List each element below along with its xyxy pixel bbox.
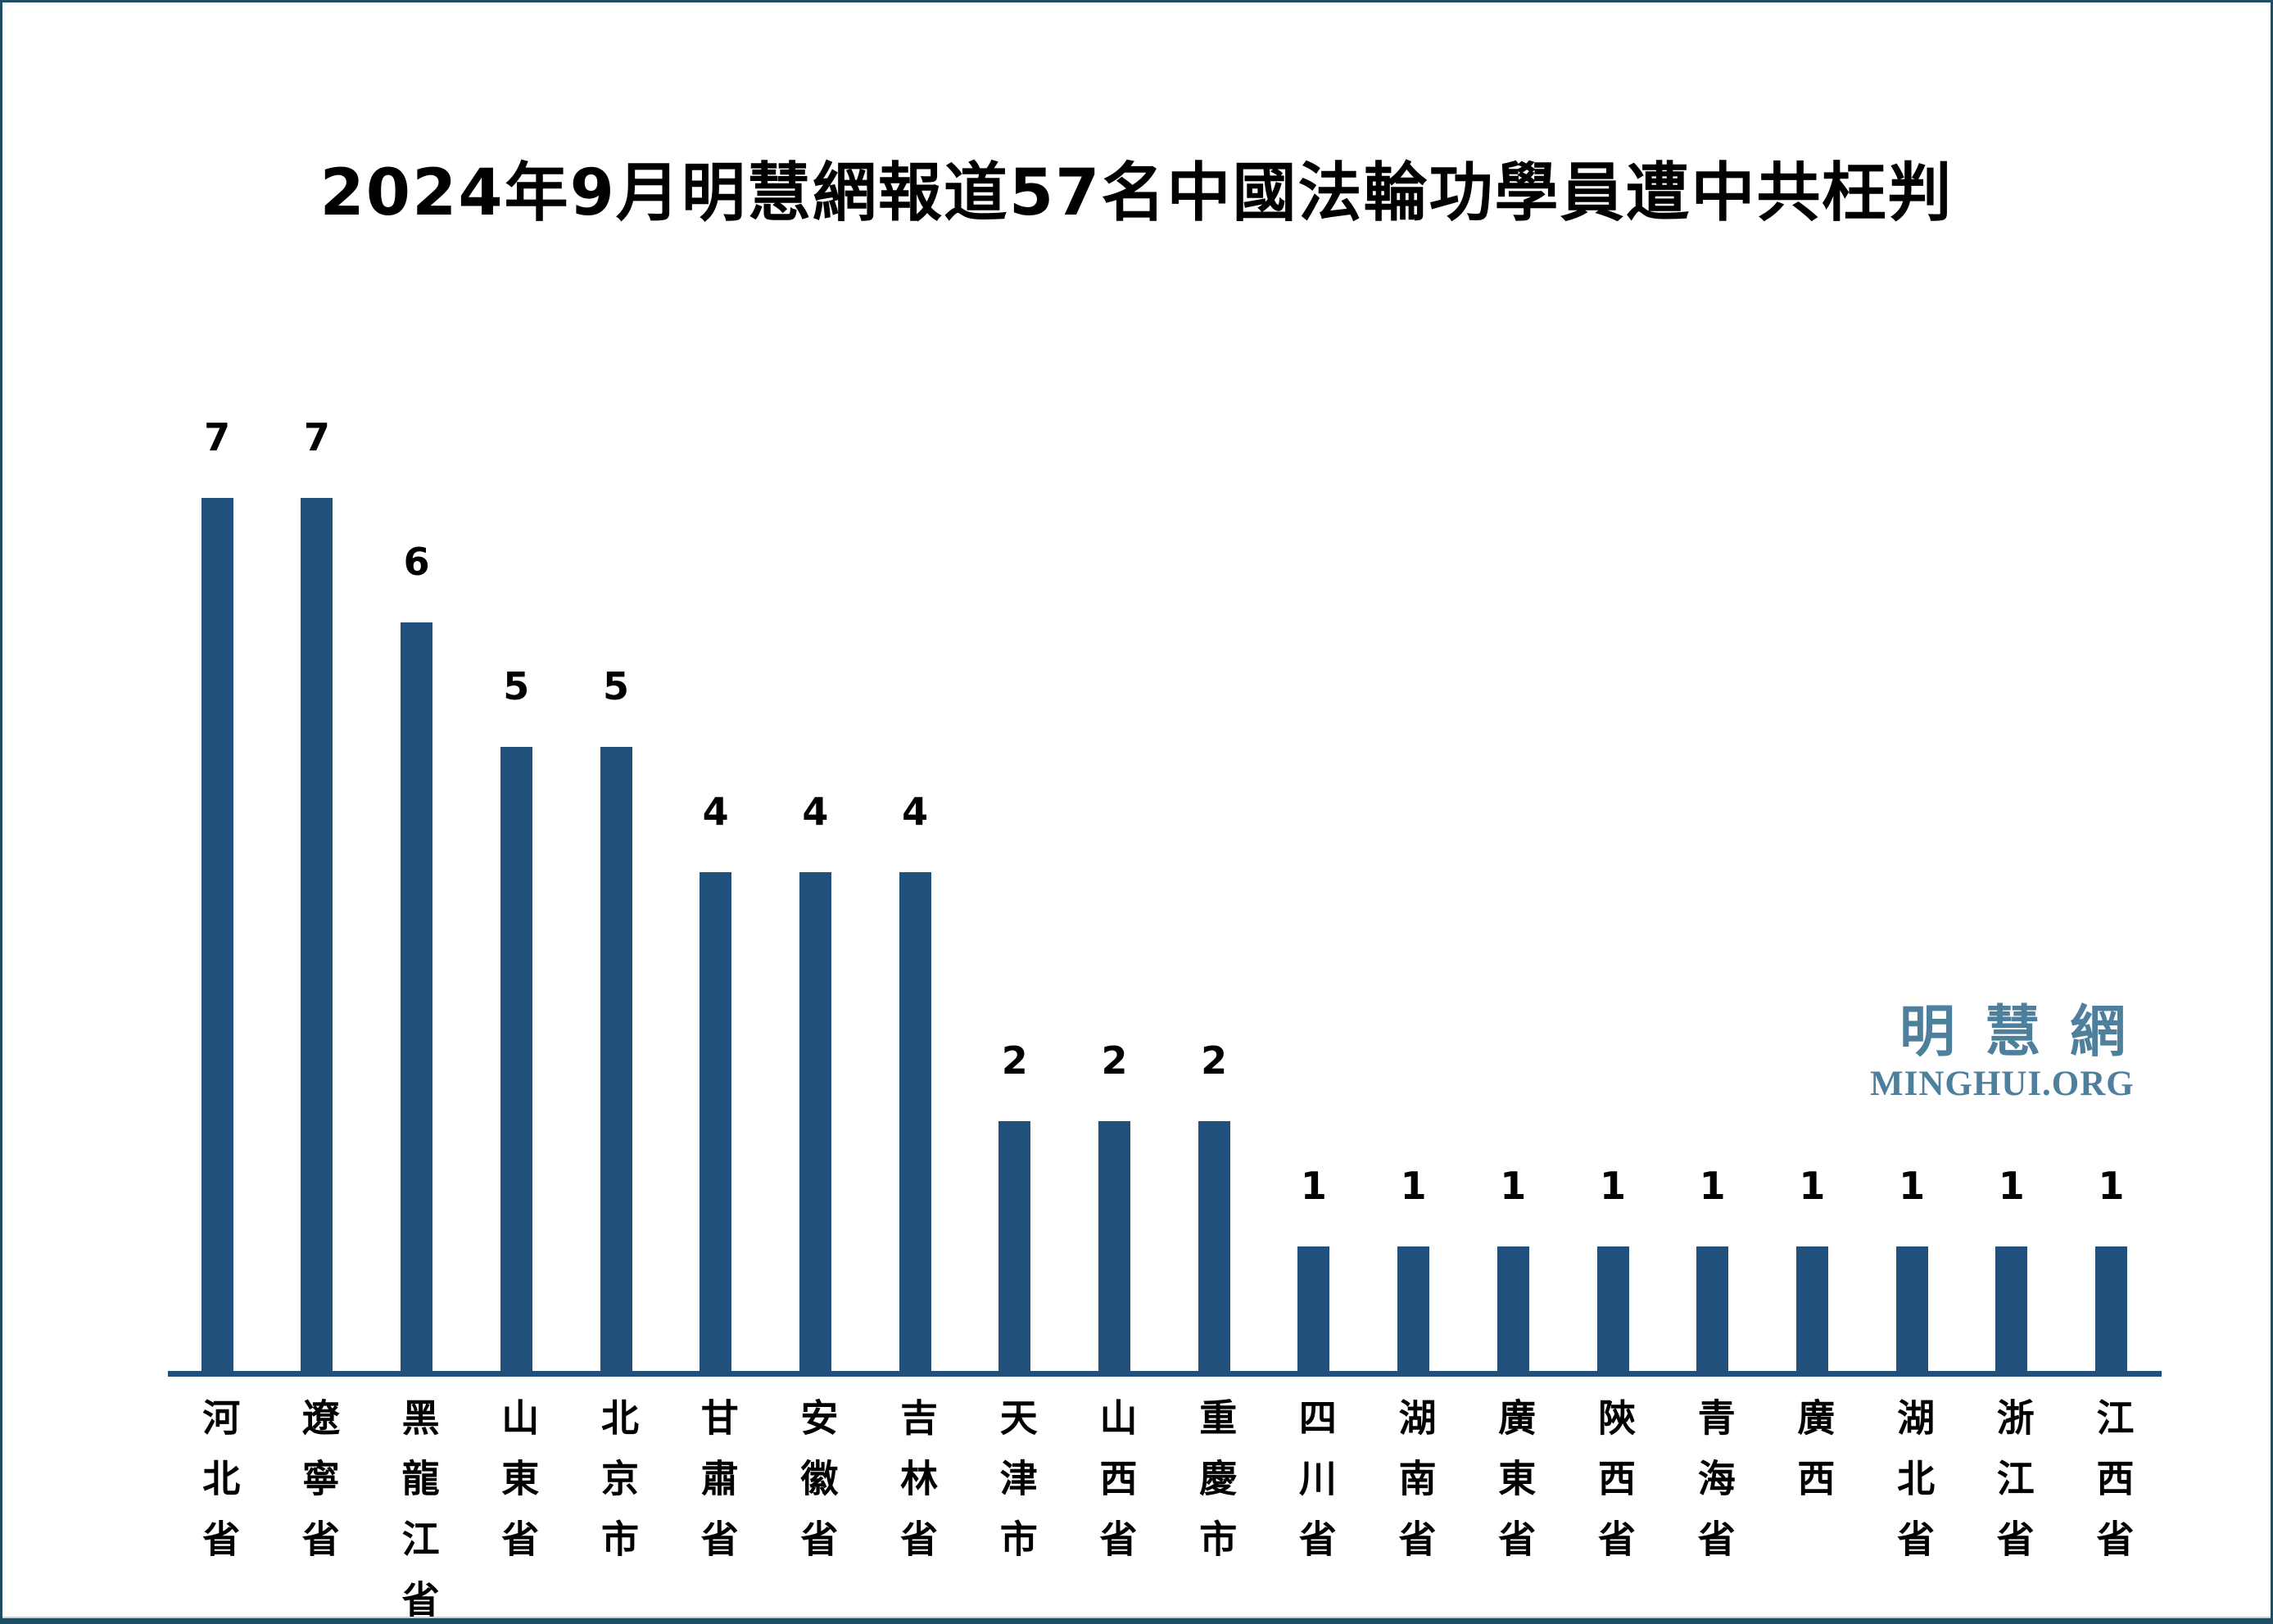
bar — [500, 747, 532, 1371]
bar — [1895, 1246, 1928, 1371]
bar — [401, 622, 433, 1371]
bar-value-label: 1 — [1300, 1164, 1327, 1208]
bar-value-label: 1 — [1799, 1164, 1826, 1208]
bar-value-label: 2 — [1101, 1038, 1128, 1083]
bar — [1297, 1246, 1330, 1371]
bar-value-label: 1 — [1699, 1164, 1726, 1208]
bar-value-label: 5 — [503, 664, 530, 708]
bar — [201, 498, 233, 1371]
bar — [1397, 1246, 1430, 1371]
bar — [2095, 1246, 2127, 1371]
bar-value-label: 2 — [1201, 1038, 1228, 1083]
bar-value-label: 4 — [902, 789, 929, 834]
x-axis-label: 重慶市 — [1193, 1398, 1238, 1580]
bar-value-label: 4 — [802, 789, 829, 834]
bar-value-label: 1 — [1400, 1164, 1427, 1208]
x-axis-label: 吉林省 — [894, 1398, 940, 1580]
minghui-logo-url: MINGHUI.ORG — [1870, 1065, 2135, 1103]
bar — [799, 872, 831, 1371]
x-axis-label: 山西省 — [1093, 1398, 1139, 1580]
bar — [700, 872, 732, 1371]
minghui-logo: 明慧網 MINGHUI.ORG — [1870, 1000, 2156, 1103]
x-axis-label: 北京市 — [595, 1398, 640, 1580]
chart-title: 2024年9月明慧網報道57名中國法輪功學員遭中共枉判 — [319, 156, 1954, 231]
x-axis-label: 青海省 — [1691, 1398, 1736, 1580]
x-axis-label: 河北省 — [197, 1398, 242, 1580]
x-axis-label: 廣東省 — [1492, 1398, 1537, 1580]
bar — [1496, 1246, 1529, 1371]
x-axis-label: 浙江省 — [1990, 1398, 2035, 1580]
x-axis-label: 黑龍江省 — [396, 1398, 441, 1624]
x-axis-label: 安徽省 — [795, 1398, 840, 1580]
bar-value-label: 2 — [1001, 1038, 1028, 1083]
x-axis-label: 廣西 — [1791, 1398, 1836, 1519]
bar — [1596, 1246, 1629, 1371]
bar-value-label: 7 — [303, 415, 330, 459]
x-axis-label: 湖北省 — [1891, 1398, 1936, 1580]
bar — [301, 498, 333, 1371]
x-axis-label: 湖南省 — [1392, 1398, 1438, 1580]
bar-value-label: 5 — [602, 664, 629, 708]
bar — [1696, 1246, 1729, 1371]
x-axis-label: 天津市 — [994, 1398, 1039, 1580]
bar — [600, 747, 632, 1371]
bar — [1198, 1121, 1230, 1371]
bar-value-label: 6 — [403, 540, 430, 584]
x-axis-label: 江西省 — [2090, 1398, 2135, 1580]
bar — [899, 872, 931, 1371]
x-axis-label: 遼寧省 — [296, 1398, 341, 1580]
minghui-logo-chinese: 明慧網 — [1899, 1000, 2156, 1065]
bar-value-label: 1 — [1998, 1164, 2025, 1208]
bar-value-label: 4 — [702, 789, 729, 834]
bar — [1795, 1246, 1828, 1371]
bar — [998, 1121, 1031, 1371]
x-axis-label: 山東省 — [496, 1398, 541, 1580]
x-axis-label: 甘肅省 — [695, 1398, 740, 1580]
x-axis-label: 四川省 — [1293, 1398, 1338, 1580]
bar — [1995, 1246, 2028, 1371]
bar-value-label: 7 — [204, 415, 231, 459]
bar-value-label: 1 — [1899, 1164, 1926, 1208]
bottom-divider-line — [2, 1617, 2271, 1618]
x-axis-label: 陝西省 — [1592, 1398, 1637, 1580]
bar-value-label: 1 — [2098, 1164, 2125, 1208]
bar-value-label: 1 — [1599, 1164, 1626, 1208]
bar-value-label: 1 — [1500, 1164, 1527, 1208]
bar — [1098, 1121, 1130, 1371]
x-axis-line — [168, 1371, 2162, 1377]
